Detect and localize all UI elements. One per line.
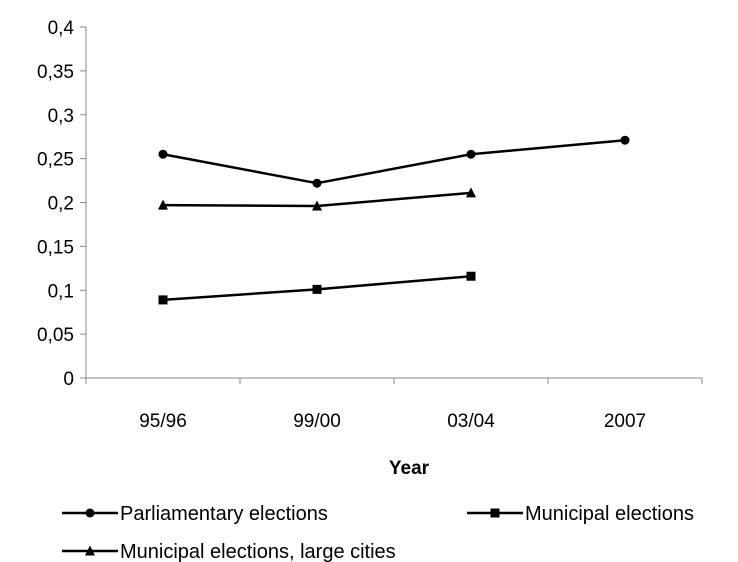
y-tick-label: 0,1 [48, 281, 74, 302]
series-line [162, 138, 626, 185]
legend-marker [490, 508, 500, 518]
data-point [466, 271, 476, 281]
x-tick-label: 99/00 [293, 411, 341, 432]
legend-label: Municipal elections, large cities [120, 541, 396, 562]
y-tick-label: 0 [63, 369, 74, 390]
data-point [158, 149, 168, 159]
x-tick-label: 95/96 [139, 411, 187, 432]
x-axis: 95/96 99/00 03/04 2007 [85, 377, 703, 432]
y-tick-label: 0,3 [48, 106, 74, 127]
series-triangle [158, 187, 476, 211]
y-tick-label: 0,2 [48, 194, 74, 215]
data-point [158, 199, 168, 210]
series-circle [158, 135, 630, 188]
legend-marker [85, 545, 95, 556]
x-tick-label: 03/04 [447, 411, 495, 432]
legend-item: Parliamentary elections [62, 503, 328, 525]
data-point [158, 295, 168, 305]
legend-item: Municipal elections, large cities [62, 541, 396, 562]
x-axis-title: Year [389, 458, 430, 479]
legend-label: Parliamentary elections [120, 503, 328, 525]
y-tick-label: 0,15 [37, 237, 74, 258]
data-point [312, 200, 322, 211]
y-tick-label: 0,05 [37, 325, 74, 346]
data-point [312, 178, 322, 188]
y-tick-label: 0,25 [37, 150, 74, 171]
y-axis: 0 0,05 0,1 0,15 0,2 0,25 0,3 0,35 0,4 [37, 18, 87, 390]
y-tick-label: 0,35 [37, 62, 74, 83]
legend-marker [85, 508, 95, 518]
data-point [312, 284, 322, 294]
series-square [158, 271, 476, 305]
legend-label: Municipal elections [525, 503, 694, 525]
legend-item: Municipal elections [467, 503, 694, 525]
x-tick-label: 2007 [604, 411, 646, 432]
y-tick-label: 0,4 [48, 18, 75, 39]
legend: Parliamentary elections Municipal electio… [62, 503, 694, 562]
data-point [466, 149, 476, 159]
data-point [620, 135, 630, 145]
plot-series [158, 135, 630, 305]
data-point [466, 187, 476, 198]
